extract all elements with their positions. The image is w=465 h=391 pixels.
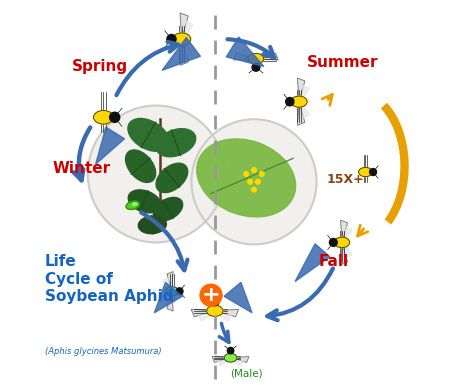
Polygon shape <box>96 127 125 164</box>
Ellipse shape <box>156 163 188 193</box>
Polygon shape <box>231 357 249 362</box>
Polygon shape <box>154 282 182 313</box>
Circle shape <box>252 63 260 71</box>
Polygon shape <box>180 13 188 39</box>
Polygon shape <box>345 244 352 258</box>
Circle shape <box>256 179 260 184</box>
Circle shape <box>200 284 222 306</box>
Ellipse shape <box>93 111 113 124</box>
Polygon shape <box>167 272 173 291</box>
Polygon shape <box>162 38 200 70</box>
Polygon shape <box>340 220 347 242</box>
Ellipse shape <box>128 118 169 151</box>
Ellipse shape <box>126 150 156 183</box>
Polygon shape <box>218 360 229 366</box>
Ellipse shape <box>165 287 179 296</box>
Polygon shape <box>224 282 252 313</box>
Text: Fall: Fall <box>319 255 349 269</box>
Polygon shape <box>257 49 271 56</box>
Ellipse shape <box>291 96 307 107</box>
Circle shape <box>259 172 264 176</box>
Circle shape <box>244 172 248 176</box>
Polygon shape <box>199 314 213 321</box>
Circle shape <box>192 119 317 244</box>
Polygon shape <box>233 53 256 60</box>
Polygon shape <box>212 357 231 362</box>
Text: Spring: Spring <box>72 59 128 74</box>
Polygon shape <box>215 309 239 317</box>
Ellipse shape <box>133 203 137 206</box>
Circle shape <box>252 168 256 172</box>
Polygon shape <box>345 227 352 241</box>
Polygon shape <box>163 292 169 305</box>
Circle shape <box>176 288 183 295</box>
Polygon shape <box>185 41 193 57</box>
Polygon shape <box>256 53 278 60</box>
Polygon shape <box>298 78 305 102</box>
Circle shape <box>88 106 225 242</box>
Polygon shape <box>167 291 173 311</box>
Circle shape <box>286 97 294 106</box>
Circle shape <box>329 239 337 246</box>
Polygon shape <box>295 244 330 282</box>
Circle shape <box>248 179 252 184</box>
Polygon shape <box>185 21 193 38</box>
Circle shape <box>370 169 377 176</box>
Polygon shape <box>191 309 215 317</box>
Polygon shape <box>340 242 347 265</box>
Polygon shape <box>232 360 243 366</box>
Ellipse shape <box>334 237 350 248</box>
Ellipse shape <box>224 353 237 362</box>
Text: 15X+: 15X+ <box>326 173 364 187</box>
Text: (Aphis glycines Matsumura): (Aphis glycines Matsumura) <box>45 347 161 357</box>
Circle shape <box>110 112 120 122</box>
Circle shape <box>211 298 219 306</box>
Text: (Male): (Male) <box>230 368 263 378</box>
Text: +: + <box>202 285 220 305</box>
Ellipse shape <box>197 139 296 217</box>
Circle shape <box>167 34 176 44</box>
Text: Summer: Summer <box>307 55 379 70</box>
Circle shape <box>227 348 234 354</box>
Ellipse shape <box>248 54 264 64</box>
Text: Winter: Winter <box>53 161 111 176</box>
Polygon shape <box>163 278 169 290</box>
Text: Life
Cycle of
Soybean Aphid: Life Cycle of Soybean Aphid <box>45 254 173 304</box>
Ellipse shape <box>173 33 191 45</box>
Circle shape <box>252 187 256 192</box>
Ellipse shape <box>153 197 183 221</box>
Polygon shape <box>298 102 305 125</box>
Ellipse shape <box>128 190 161 213</box>
Ellipse shape <box>359 167 372 177</box>
Polygon shape <box>302 85 309 100</box>
Polygon shape <box>240 49 254 56</box>
Polygon shape <box>180 39 188 65</box>
Polygon shape <box>226 37 264 66</box>
Ellipse shape <box>126 201 140 210</box>
Polygon shape <box>216 314 231 321</box>
Ellipse shape <box>207 305 223 316</box>
Ellipse shape <box>138 216 166 234</box>
Ellipse shape <box>156 129 196 157</box>
Polygon shape <box>302 103 309 118</box>
